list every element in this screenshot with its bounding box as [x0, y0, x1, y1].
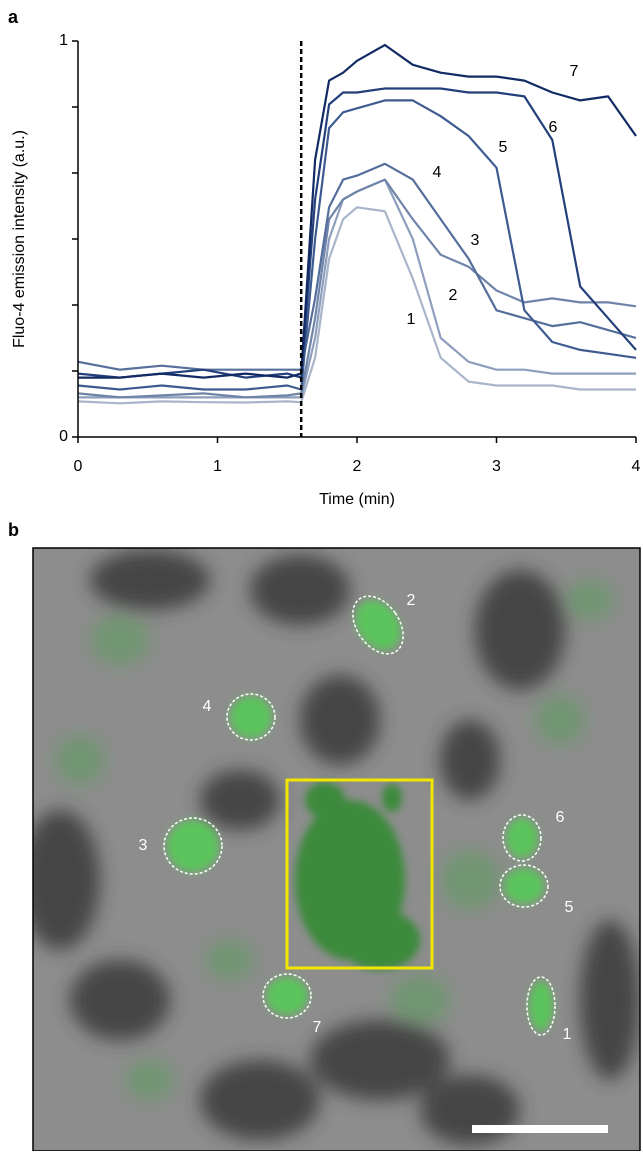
cell-label: 5	[565, 899, 574, 916]
series-label: 6	[549, 119, 558, 136]
series-label: 1	[407, 311, 416, 328]
line-series	[77, 162, 637, 371]
x-tick-label: 0	[74, 458, 83, 475]
y-tick-label: 1	[59, 32, 68, 49]
micrograph	[33, 548, 640, 1151]
line-series	[77, 206, 636, 405]
series-label: 3	[471, 232, 480, 249]
line-series	[77, 178, 637, 399]
y-axis-label: Fluo-4 emission intensity (a.u.)	[11, 130, 28, 348]
x-axis-label: Time (min)	[319, 491, 395, 508]
series-label: 4	[433, 164, 442, 181]
y-tick-label: 0	[59, 428, 68, 445]
x-tick-label: 2	[353, 458, 362, 475]
series-label: 2	[449, 287, 458, 304]
x-tick-label: 4	[632, 458, 641, 475]
x-tick-label: 1	[213, 458, 222, 475]
x-tick-label: 3	[492, 458, 501, 475]
cell-label: 6	[556, 809, 565, 826]
panel-label: b	[8, 520, 19, 540]
cell-label: 4	[203, 698, 212, 715]
line-series	[78, 43, 637, 379]
line-series	[77, 99, 637, 391]
cell-label: 7	[313, 1019, 322, 1036]
panel-label: a	[8, 7, 19, 27]
cell-label: 3	[139, 837, 148, 854]
line-series	[77, 87, 637, 379]
cell-label: 2	[407, 592, 416, 609]
series-label: 7	[570, 63, 579, 80]
series-label: 5	[499, 139, 508, 156]
cell-label: 1	[563, 1026, 572, 1043]
